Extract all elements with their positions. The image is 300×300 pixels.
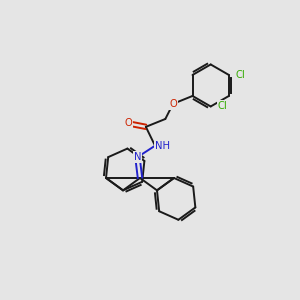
Text: O: O xyxy=(124,118,132,128)
Text: O: O xyxy=(169,99,177,109)
Text: Cl: Cl xyxy=(236,70,246,80)
Text: Cl: Cl xyxy=(218,101,227,112)
Text: N: N xyxy=(134,152,141,162)
Text: NH: NH xyxy=(155,141,170,151)
